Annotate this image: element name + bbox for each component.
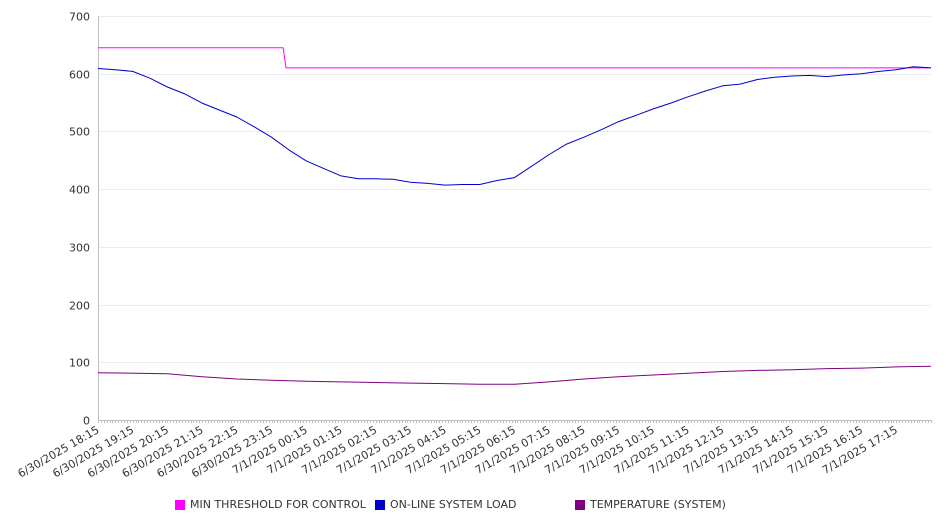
- legend-label-temperature: TEMPERATURE (SYSTEM): [590, 498, 726, 511]
- legend-swatch-system-load: [375, 499, 385, 510]
- y-tick-label: 300: [69, 242, 90, 255]
- y-tick-label: 100: [69, 357, 90, 370]
- legend-swatch-temperature: [575, 499, 585, 510]
- series-line-0: [98, 47, 931, 69]
- y-tick-labels: 0 100 200 300 400 500 600 700: [69, 11, 90, 428]
- y-tick-label: 600: [69, 69, 90, 82]
- axes: [98, 16, 932, 423]
- legend-item-system-load: ON-LINE SYSTEM LOAD: [375, 498, 516, 511]
- legend-swatch-min-threshold: [175, 499, 185, 510]
- y-tick-label: 700: [69, 11, 90, 24]
- legend-item-temperature: TEMPERATURE (SYSTEM): [575, 498, 726, 511]
- legend-item-min-threshold: MIN THRESHOLD FOR CONTROL: [175, 498, 366, 511]
- legend-label-system-load: ON-LINE SYSTEM LOAD: [390, 498, 517, 511]
- series-lines: [97, 47, 932, 385]
- legend: MIN THRESHOLD FOR CONTROL ON-LINE SYSTEM…: [0, 498, 946, 514]
- series-line-1: [97, 66, 932, 186]
- y-tick-label: 0: [83, 415, 90, 428]
- legend-label-min-threshold: MIN THRESHOLD FOR CONTROL: [190, 498, 366, 511]
- series-line-2: [97, 365, 932, 385]
- y-tick-label: 400: [69, 184, 90, 197]
- gridlines: [98, 16, 931, 363]
- x-tick-labels: 6/30/2025 18:156/30/2025 19:156/30/2025 …: [16, 423, 900, 480]
- y-tick-label: 500: [69, 126, 90, 139]
- y-tick-label: 200: [69, 300, 90, 313]
